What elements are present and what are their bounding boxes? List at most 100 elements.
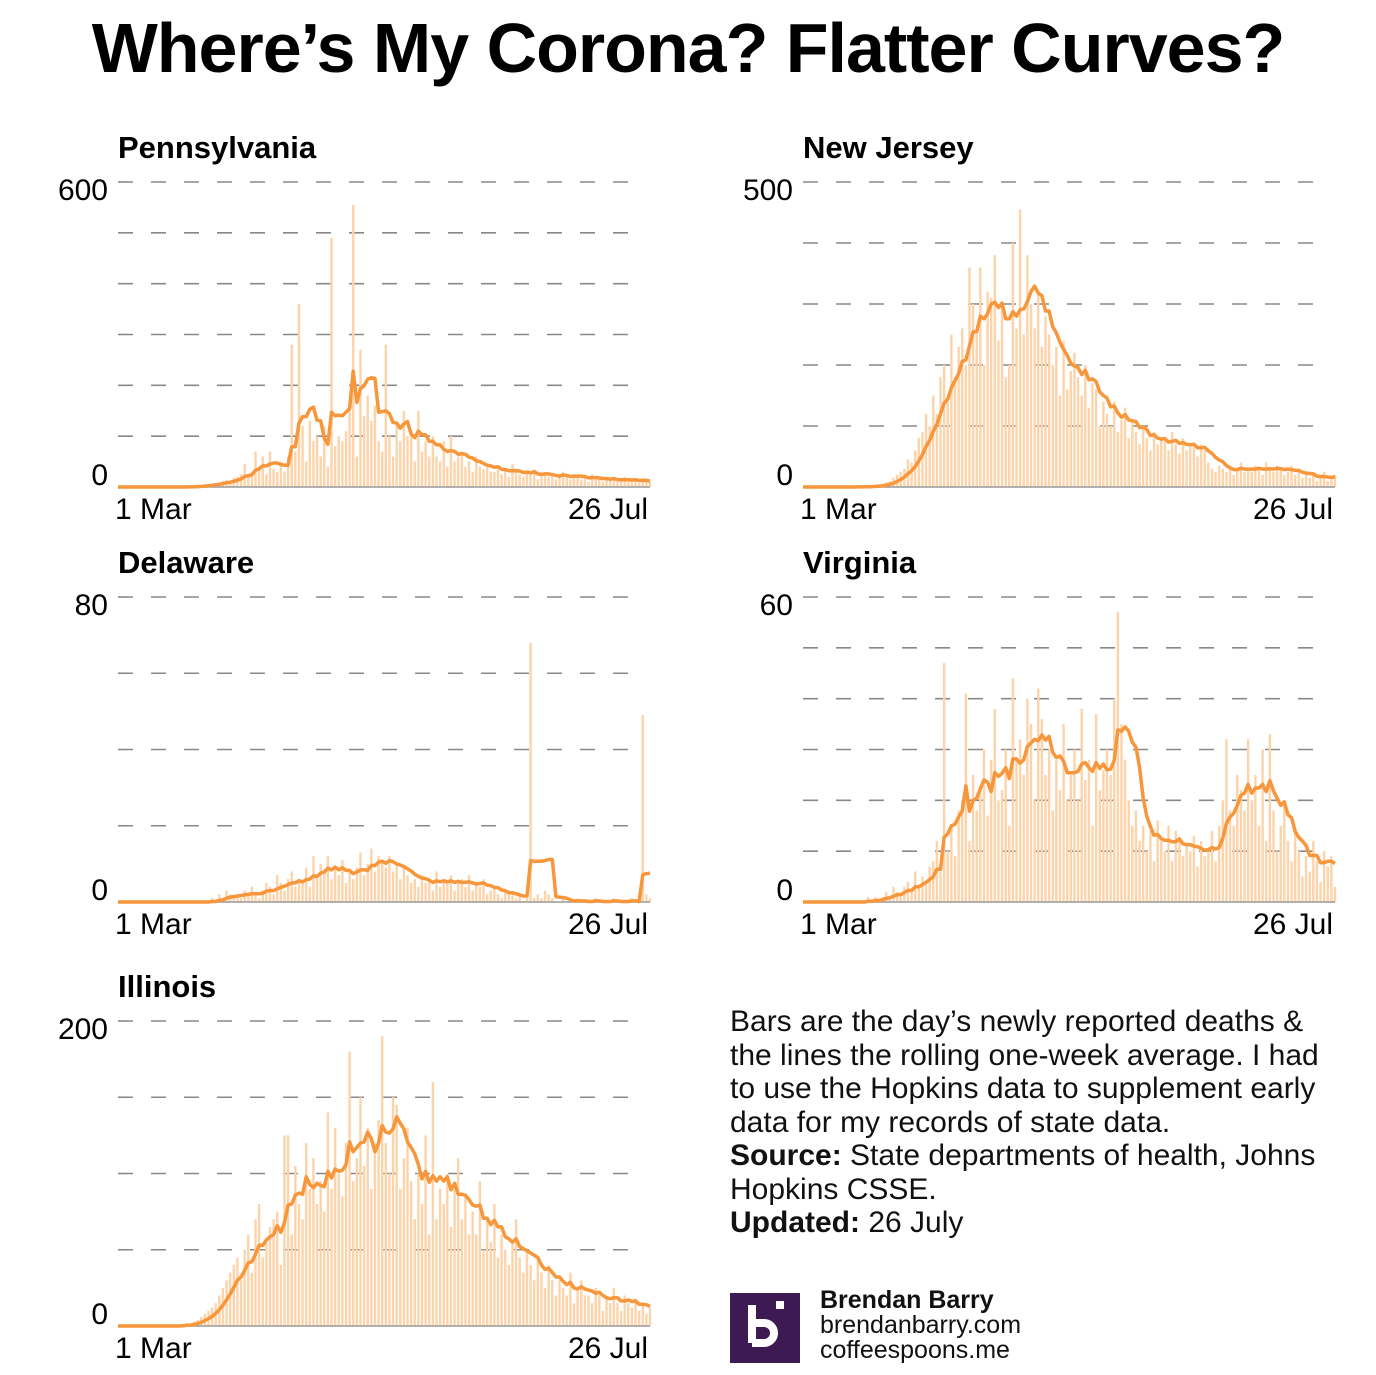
daily-bar [910, 891, 913, 902]
daily-bar [529, 642, 532, 902]
y-tick-label: 80 [75, 589, 108, 622]
daily-bar [1026, 255, 1029, 487]
daily-bar [648, 898, 652, 902]
daily-bar [1301, 477, 1304, 487]
daily-bar [337, 436, 340, 487]
panel-title: Pennsylvania [118, 130, 317, 165]
daily-bar [1170, 861, 1174, 902]
daily-bar [409, 882, 413, 902]
daily-bar [435, 456, 438, 487]
daily-bar [239, 1280, 243, 1326]
y-tick-label: 600 [58, 174, 108, 207]
daily-bar [326, 1112, 330, 1326]
daily-bar [507, 1265, 511, 1326]
daily-bar [1145, 438, 1149, 487]
daily-bar [1123, 407, 1127, 487]
daily-bar [348, 400, 351, 487]
daily-bar [1018, 209, 1022, 487]
daily-bar [525, 898, 529, 902]
daily-bar [352, 1181, 355, 1326]
daily-bar [975, 810, 978, 902]
panel-pennsylvania: Pennsylvania 600 01 Mar 26 Jul [58, 130, 652, 526]
daily-bar [261, 890, 264, 902]
daily-bar [250, 1272, 254, 1326]
daily-bar [352, 879, 355, 902]
daily-bar [1055, 346, 1058, 487]
daily-bar [435, 1219, 438, 1326]
daily-bar [402, 410, 406, 487]
daily-bar [1091, 383, 1094, 487]
daily-bar [395, 1104, 398, 1326]
x-tick-label: 26 Jul [568, 908, 648, 941]
daily-bar [417, 886, 420, 902]
brand-logo [730, 1293, 800, 1363]
daily-bar [1330, 856, 1333, 902]
daily-bar [1203, 450, 1206, 487]
daily-bar [601, 1310, 605, 1326]
daily-bar [1214, 861, 1217, 902]
daily-bar [323, 871, 326, 902]
daily-bar [312, 856, 315, 902]
daily-bar [1018, 739, 1022, 902]
daily-bar [511, 464, 514, 487]
daily-bar [1174, 830, 1177, 902]
daily-bar [420, 1204, 424, 1326]
daily-bar [1094, 389, 1098, 487]
daily-bar [1113, 401, 1116, 487]
daily-bar [326, 856, 330, 902]
daily-bar [301, 1219, 304, 1326]
daily-bar [391, 456, 395, 487]
x-tick-label: 1 Mar [115, 1332, 192, 1365]
daily-bar [1026, 698, 1029, 902]
daily-bar [1293, 474, 1297, 487]
daily-bar [1134, 810, 1138, 902]
daily-bar [1109, 426, 1112, 487]
brand-site-1[interactable]: brendanbarry.com [820, 1311, 1022, 1339]
daily-bar [576, 1287, 579, 1326]
daily-bar [971, 774, 975, 902]
daily-bar [254, 894, 257, 902]
daily-bar [435, 871, 438, 902]
logo-b-icon [748, 1301, 784, 1347]
daily-bar [946, 401, 949, 487]
daily-bar [315, 875, 319, 902]
daily-bar [590, 474, 594, 487]
daily-bar [1257, 825, 1261, 902]
daily-bar [348, 1051, 351, 1326]
daily-bar [409, 431, 413, 487]
daily-bar [308, 1188, 312, 1326]
daily-bar [543, 1287, 547, 1326]
daily-bar [928, 866, 931, 902]
daily-bar [344, 882, 348, 902]
rolling-average-line [118, 1115, 651, 1328]
daily-bar [1221, 800, 1225, 902]
daily-bar [1015, 328, 1018, 487]
daily-bar [572, 474, 576, 487]
daily-bar [493, 886, 496, 902]
daily-bar [1004, 749, 1007, 902]
panel-title: Illinois [118, 969, 216, 1004]
daily-bar [1145, 851, 1149, 902]
daily-bar [500, 474, 503, 487]
brand-site-2[interactable]: coffeespoons.me [820, 1336, 1010, 1364]
daily-bar [362, 1165, 366, 1326]
daily-bar [1160, 841, 1163, 902]
daily-bar [504, 890, 507, 902]
daily-bar [540, 474, 543, 487]
daily-bar [384, 867, 388, 902]
daily-bar [464, 886, 467, 902]
daily-bar [641, 479, 644, 487]
daily-bar [1232, 825, 1235, 902]
daily-bar [1214, 471, 1217, 487]
daily-bar [1055, 759, 1058, 902]
daily-bar [605, 1295, 608, 1326]
daily-bar [935, 413, 939, 487]
daily-bar [1217, 465, 1221, 487]
daily-bar [319, 1181, 322, 1326]
daily-bar [619, 1310, 623, 1326]
daily-bar [1236, 774, 1239, 902]
daily-bar [540, 1272, 543, 1326]
daily-bar [561, 1287, 565, 1326]
daily-bar [460, 451, 464, 487]
daily-bar [1022, 334, 1025, 487]
